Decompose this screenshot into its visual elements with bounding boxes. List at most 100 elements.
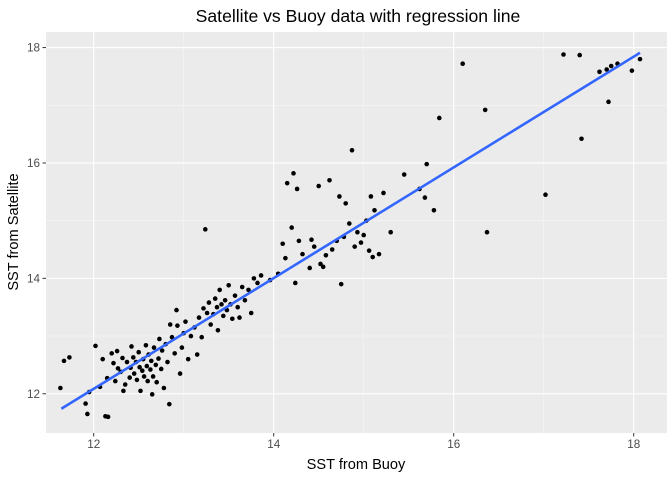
data-point <box>235 304 240 310</box>
chart-title: Satellite vs Buoy data with regression l… <box>196 6 521 26</box>
data-point <box>366 248 372 253</box>
data-point <box>199 334 204 340</box>
data-point <box>85 411 90 417</box>
data-point <box>167 322 173 327</box>
data-point <box>167 401 172 407</box>
data-point <box>122 382 128 387</box>
major-gridlines <box>46 32 667 433</box>
data-point <box>320 264 326 270</box>
data-point <box>194 352 200 357</box>
data-point <box>141 374 147 379</box>
data-point <box>309 237 314 243</box>
data-point <box>158 366 164 372</box>
data-point <box>246 287 251 293</box>
axis-ticks: 12 14 16 18 12 14 16 18 <box>27 42 640 451</box>
data-point <box>230 316 235 322</box>
data-point <box>129 344 134 349</box>
data-point <box>255 280 260 286</box>
data-point <box>214 304 220 310</box>
data-point <box>131 371 137 376</box>
x-axis-title: SST from Buoy <box>307 457 406 473</box>
data-point <box>161 385 167 391</box>
data-point <box>196 315 202 320</box>
data-point <box>159 348 165 353</box>
x-tick-label: 18 <box>627 438 640 451</box>
data-point <box>149 392 155 397</box>
data-point <box>370 254 376 260</box>
data-point <box>148 367 153 372</box>
data-point <box>437 115 442 121</box>
data-point <box>376 251 382 257</box>
data-point <box>145 378 150 384</box>
data-point <box>358 240 364 245</box>
data-point <box>232 293 238 298</box>
y-tick-label: 14 <box>27 272 41 285</box>
data-point <box>482 107 488 113</box>
data-point <box>221 313 226 319</box>
data-point <box>151 345 157 350</box>
data-point <box>109 351 114 356</box>
data-point <box>134 377 140 383</box>
minor-gridlines <box>46 32 667 433</box>
data-point <box>113 378 118 384</box>
data-point <box>143 342 149 348</box>
data-point <box>93 343 98 349</box>
data-point <box>424 161 430 167</box>
x-tick-label: 16 <box>447 438 460 451</box>
data-point <box>372 207 377 213</box>
data-point <box>183 319 188 324</box>
data-point <box>291 171 296 176</box>
data-point <box>251 276 257 281</box>
data-point <box>114 348 120 354</box>
data-point <box>169 334 175 340</box>
data-point <box>203 227 208 232</box>
data-point <box>239 284 245 290</box>
data-point <box>608 63 614 69</box>
data-point <box>115 366 121 371</box>
data-point <box>174 307 179 313</box>
data-point <box>311 244 317 249</box>
data-point <box>120 355 125 361</box>
data-point <box>188 333 194 339</box>
data-point <box>219 302 224 307</box>
data-point <box>606 99 611 105</box>
data-point <box>201 306 206 311</box>
data-point <box>222 297 228 303</box>
data-point <box>293 280 298 286</box>
data-point <box>156 356 161 361</box>
data-point <box>355 229 360 235</box>
data-point <box>100 356 105 362</box>
data-point <box>577 52 582 58</box>
data-point <box>597 69 602 75</box>
x-tick-label: 12 <box>87 438 100 451</box>
data-point <box>124 359 130 365</box>
data-point <box>381 190 386 196</box>
data-point <box>296 238 302 244</box>
data-point <box>484 229 490 235</box>
data-point <box>149 358 154 364</box>
data-point <box>127 375 132 380</box>
data-points <box>58 52 643 420</box>
y-tick-label: 16 <box>27 157 40 170</box>
data-point <box>138 388 143 394</box>
data-point <box>212 296 218 301</box>
data-point <box>368 194 374 199</box>
data-point <box>361 232 367 238</box>
data-point <box>226 282 231 288</box>
regression-line <box>60 51 641 410</box>
data-point <box>140 368 145 373</box>
regression-layer <box>60 51 641 410</box>
data-point <box>604 67 609 72</box>
data-point <box>323 252 329 258</box>
data-point <box>172 351 177 356</box>
data-point <box>83 401 88 406</box>
data-point <box>61 358 67 364</box>
data-point <box>150 374 156 379</box>
data-point <box>401 172 407 177</box>
data-point <box>284 180 290 186</box>
data-point <box>217 287 222 293</box>
data-point <box>258 273 264 278</box>
y-axis-title: SST from Satellite <box>6 173 22 290</box>
data-point <box>327 177 332 183</box>
